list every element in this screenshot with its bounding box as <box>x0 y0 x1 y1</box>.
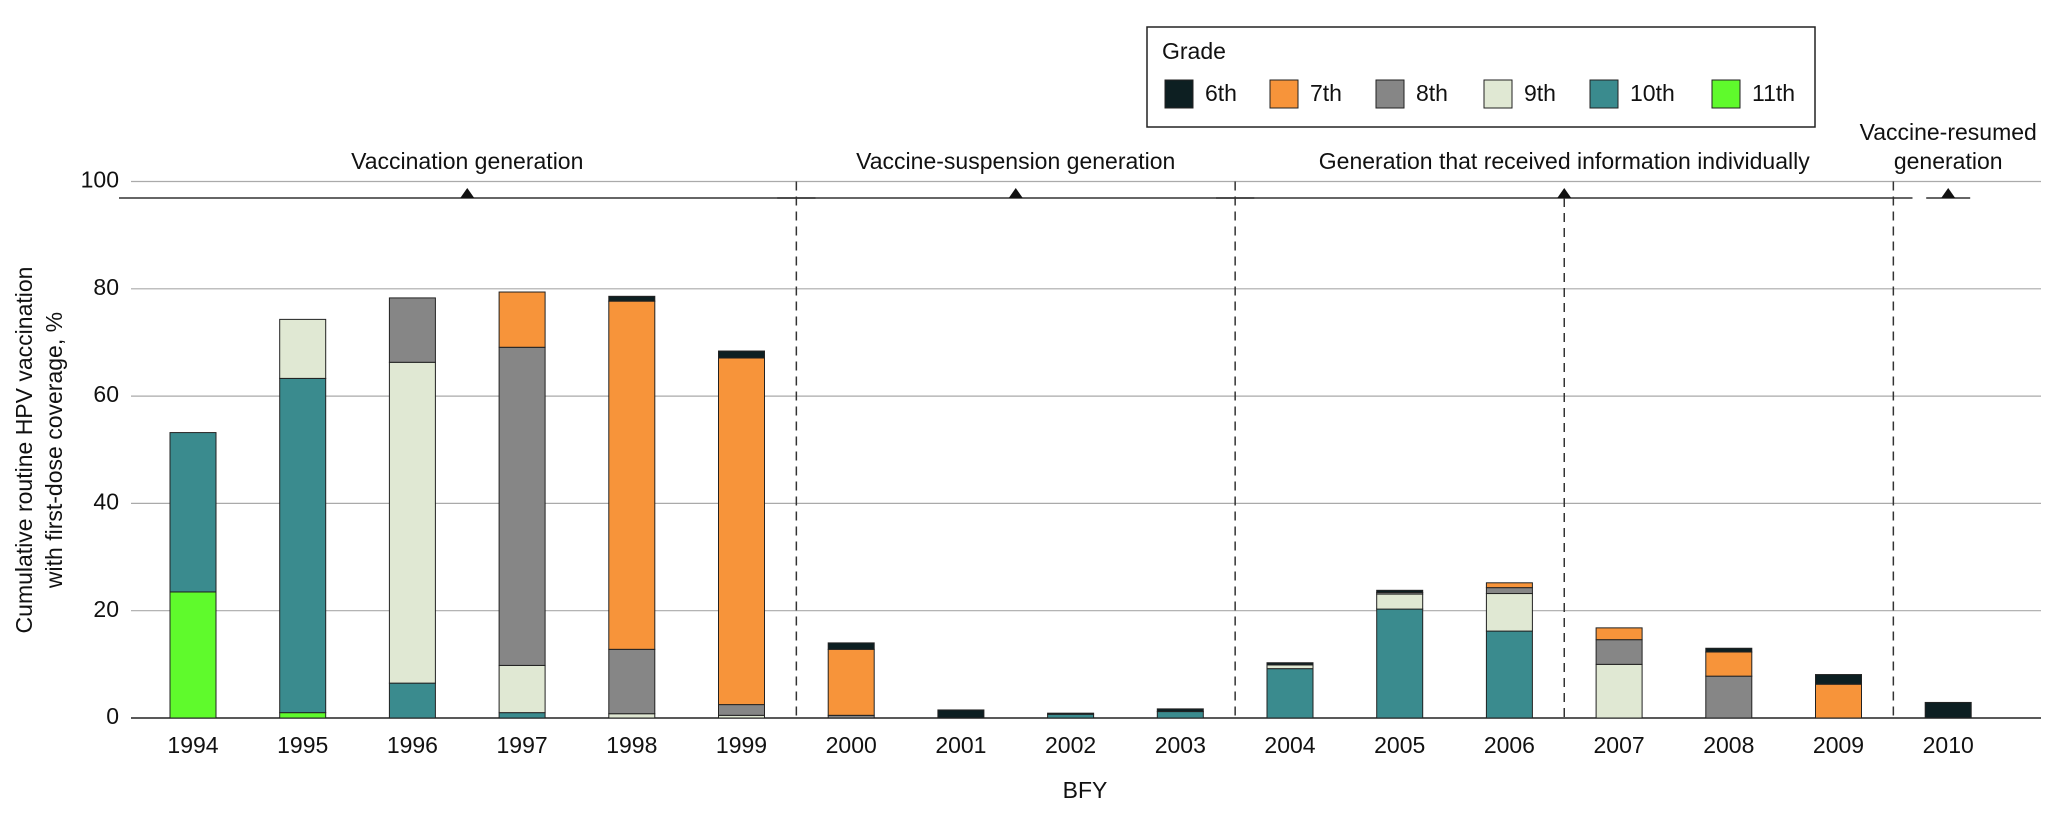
x-tick-label: 2009 <box>1813 732 1864 758</box>
bar-segment <box>169 432 217 593</box>
bar-segment <box>718 357 765 706</box>
bar-segment <box>498 346 546 666</box>
legend-title: Grade <box>1162 38 1226 64</box>
y-tick-label: 20 <box>93 596 119 622</box>
legend-swatch <box>1711 79 1741 109</box>
x-tick-label: 2001 <box>935 732 986 758</box>
y-axis-label: Cumulative routine HPV vaccination with … <box>11 267 67 634</box>
y-axis-label-line: Cumulative routine HPV vaccination <box>11 267 37 634</box>
bar-segment <box>1815 683 1862 719</box>
bar-segment <box>279 712 327 719</box>
x-tick-label: 2002 <box>1045 732 1096 758</box>
bar-segment <box>1156 711 1204 719</box>
bar-segment <box>1485 582 1533 589</box>
y-tick-label: 0 <box>106 703 119 729</box>
bar-segment <box>1595 639 1643 665</box>
bar-segment <box>388 361 436 684</box>
bar-segment <box>718 350 765 359</box>
legend-label: 8th <box>1416 80 1448 106</box>
bar-segment <box>1266 668 1314 719</box>
x-tick-label: 2000 <box>826 732 877 758</box>
bar-segment <box>279 377 327 714</box>
bracket-marker <box>1941 188 1956 198</box>
bracket-marker <box>1557 188 1572 198</box>
x-tick-label: 2004 <box>1264 732 1315 758</box>
bar-segment <box>498 664 546 714</box>
y-axis-label-line: with first-dose coverage, % <box>41 312 67 589</box>
y-tick-label: 40 <box>93 488 119 514</box>
x-tick-label: 1995 <box>277 732 328 758</box>
bracket-marker <box>1008 188 1023 198</box>
bar-segment <box>608 713 656 719</box>
bar-segment <box>1485 630 1533 719</box>
y-tick-label: 100 <box>81 167 119 193</box>
bar-segment <box>279 318 327 379</box>
bar-segment <box>608 295 656 302</box>
bar-segment <box>1376 589 1424 593</box>
legend-box <box>1146 26 1816 128</box>
x-tick-label: 1997 <box>497 732 548 758</box>
bar-segment <box>1705 647 1753 653</box>
bar-segment <box>1266 664 1314 670</box>
bar-segment <box>1047 712 1095 715</box>
bracket-marker <box>460 188 475 198</box>
bar-segment <box>1815 674 1862 685</box>
bar-segment <box>498 291 546 348</box>
x-tick-label: 1994 <box>167 732 218 758</box>
x-tick-label: 2007 <box>1594 732 1645 758</box>
y-tick-label: 60 <box>93 381 119 407</box>
bar-segment <box>827 642 875 650</box>
x-tick-label: 2006 <box>1484 732 1535 758</box>
group-label: Vaccination generation <box>351 148 583 174</box>
bar-segment <box>498 712 546 719</box>
bar-segment <box>1924 701 1972 719</box>
legend-label: 7th <box>1310 80 1342 106</box>
bar-segment <box>1595 663 1643 719</box>
bar-segment <box>718 704 765 716</box>
bar-segment <box>1266 662 1314 666</box>
bar-segment <box>388 297 436 363</box>
bar-segment <box>1156 708 1204 713</box>
legend-swatch <box>1164 79 1194 109</box>
x-tick-label: 2005 <box>1374 732 1425 758</box>
bar-segment <box>1705 651 1753 677</box>
x-axis-label: BFY <box>1063 777 1108 803</box>
bar-segment <box>1595 627 1643 641</box>
legend-swatch <box>1375 79 1405 109</box>
bar-segment <box>1047 713 1095 719</box>
legend-label: 9th <box>1524 80 1556 106</box>
bar-segment <box>1376 608 1424 719</box>
bar-segment <box>169 591 217 719</box>
bar-segment <box>937 709 985 719</box>
x-tick-label: 2008 <box>1703 732 1754 758</box>
x-tick-label: 2010 <box>1923 732 1974 758</box>
group-label: Vaccine-resumed <box>1860 119 2037 145</box>
x-tick-label: 1999 <box>716 732 767 758</box>
legend-swatch <box>1269 79 1299 109</box>
x-tick-label: 1998 <box>606 732 657 758</box>
group-label: Generation that received information ind… <box>1319 148 1810 174</box>
group-label: generation <box>1894 148 2003 174</box>
x-tick-label: 1996 <box>387 732 438 758</box>
bar-segment <box>608 648 656 715</box>
bar-segment <box>388 682 436 719</box>
legend-label: 11th <box>1752 80 1795 106</box>
bar-segment <box>1485 587 1533 595</box>
bar-segment <box>608 300 656 650</box>
x-tick-label: 2003 <box>1155 732 1206 758</box>
group-label: Vaccine-suspension generation <box>856 148 1175 174</box>
legend-label: 10th <box>1630 80 1675 106</box>
bar-segment <box>1705 675 1753 719</box>
y-tick-label: 80 <box>93 274 119 300</box>
bar-segment <box>1485 593 1533 632</box>
legend-swatch <box>1589 79 1619 109</box>
legend-swatch <box>1483 79 1513 109</box>
bar-segment <box>827 648 875 716</box>
bar-segment <box>1376 593 1424 610</box>
legend-label: 6th <box>1205 80 1237 106</box>
